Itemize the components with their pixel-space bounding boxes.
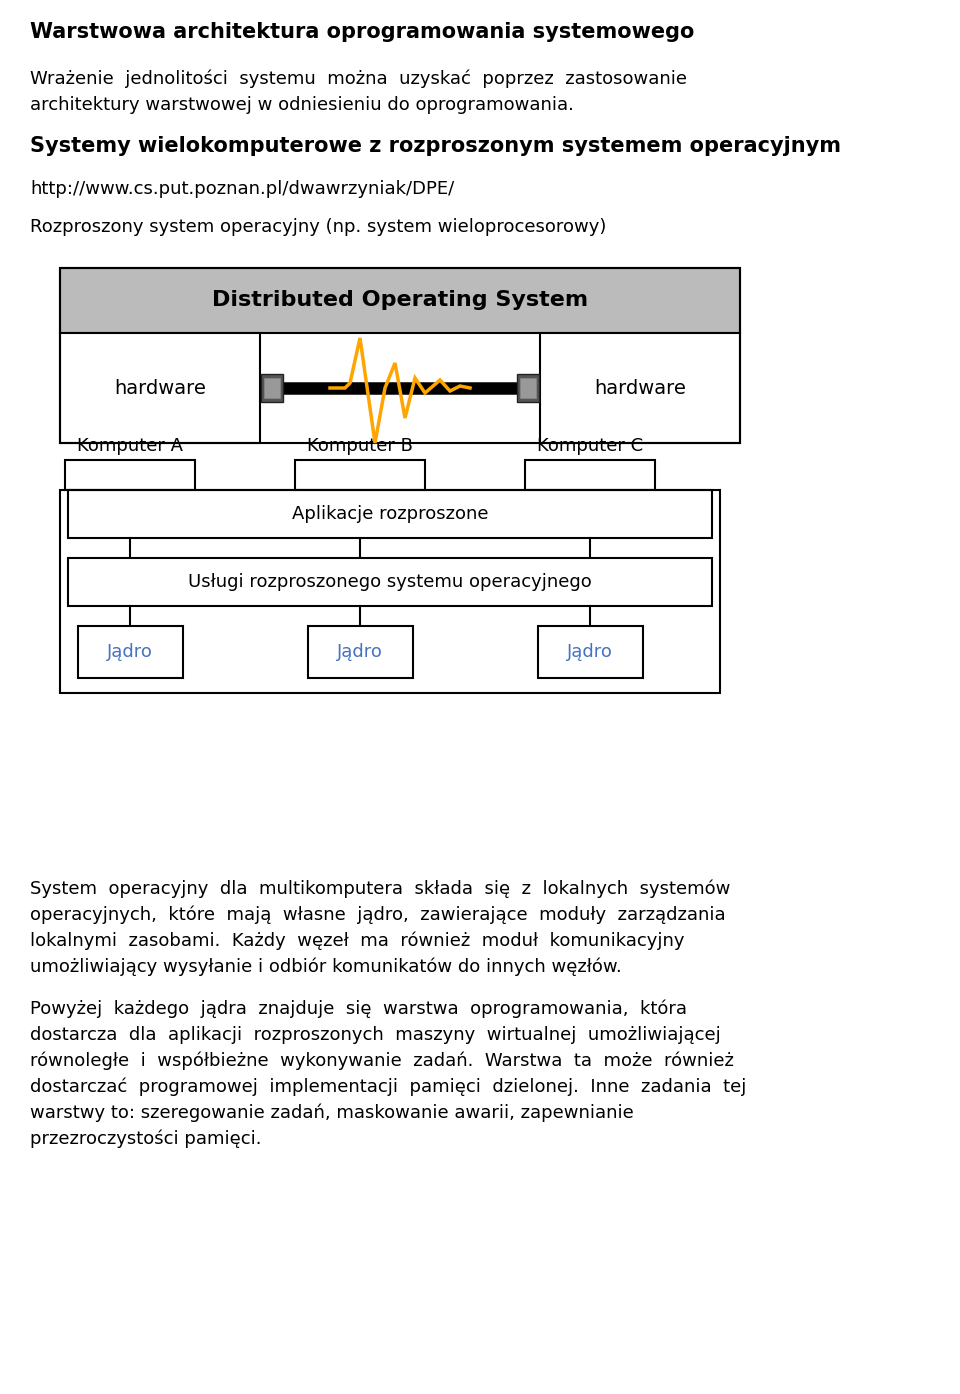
Bar	[68, 491, 712, 538]
Bar	[261, 374, 283, 401]
Bar	[307, 626, 413, 677]
Bar	[538, 626, 642, 677]
Bar	[68, 558, 712, 606]
Bar	[520, 378, 536, 399]
Text: lokalnymi  zasobami.  Każdy  węzeł  ma  również  moduł  komunikacyjny: lokalnymi zasobami. Każdy węzeł ma równi…	[30, 933, 684, 951]
Bar	[60, 333, 260, 443]
Bar	[295, 460, 425, 491]
Bar	[517, 374, 539, 401]
Text: dostarczać  programowej  implementacji  pamięci  dzielonej.  Inne  zadania  tej: dostarczać programowej implementacji pam…	[30, 1078, 746, 1097]
Text: dostarcza  dla  aplikacji  rozproszonych  maszyny  wirtualnej  umożliwiającej: dostarcza dla aplikacji rozproszonych ma…	[30, 1026, 721, 1044]
Text: Systemy wielokomputerowe z rozproszonym systemem operacyjnym: Systemy wielokomputerowe z rozproszonym …	[30, 137, 841, 156]
Text: warstwy to: szeregowanie zadań, maskowanie awarii, zapewnianie: warstwy to: szeregowanie zadań, maskowan…	[30, 1104, 634, 1122]
Text: równoległe  i  współbieżne  wykonywanie  zadań.  Warstwa  ta  może  również: równoległe i współbieżne wykonywanie zad…	[30, 1052, 733, 1071]
Bar	[525, 460, 655, 491]
Text: Warstwowa architektura oprogramowania systemowego: Warstwowa architektura oprogramowania sy…	[30, 22, 694, 42]
Text: architektury warstwowej w odniesieniu do oprogramowania.: architektury warstwowej w odniesieniu do…	[30, 96, 574, 114]
Text: Usługi rozproszonego systemu operacyjnego: Usługi rozproszonego systemu operacyjneg…	[188, 573, 592, 591]
Text: przezroczystości pamięci.: przezroczystości pamięci.	[30, 1131, 261, 1149]
Text: hardware: hardware	[114, 379, 206, 397]
Bar	[60, 268, 740, 333]
Text: Jądro: Jądro	[567, 643, 612, 661]
Text: Wrażenie  jednolitości  systemu  można  uzyskać  poprzez  zastosowanie: Wrażenie jednolitości systemu można uzys…	[30, 70, 687, 88]
Text: hardware: hardware	[594, 379, 686, 397]
Bar	[540, 333, 740, 443]
Text: Jądro: Jądro	[337, 643, 383, 661]
Text: Aplikacje rozproszone: Aplikacje rozproszone	[292, 505, 489, 523]
Text: operacyjnych,  które  mają  własne  jądro,  zawierające  moduły  zarządzania: operacyjnych, które mają własne jądro, z…	[30, 906, 726, 924]
Text: umożliwiający wysyłanie i odbiór komunikatów do innych węzłów.: umożliwiający wysyłanie i odbiór komunik…	[30, 958, 622, 977]
Bar	[65, 460, 195, 491]
Bar	[264, 378, 280, 399]
Bar	[78, 626, 182, 677]
Text: Distributed Operating System: Distributed Operating System	[212, 290, 588, 311]
Text: http://www.cs.put.poznan.pl/dwawrzyniak/DPE/: http://www.cs.put.poznan.pl/dwawrzyniak/…	[30, 180, 454, 198]
Text: Powyżej  każdego  jądra  znajduje  się  warstwa  oprogramowania,  która: Powyżej każdego jądra znajduje się warst…	[30, 999, 687, 1019]
Text: Komputer B: Komputer B	[307, 436, 413, 454]
Text: Jądro: Jądro	[108, 643, 153, 661]
Bar	[60, 491, 720, 693]
Text: Komputer A: Komputer A	[77, 436, 183, 454]
Text: System  operacyjny  dla  multikomputera  składa  się  z  lokalnych  systemów: System operacyjny dla multikomputera skł…	[30, 880, 731, 899]
Text: Rozproszony system operacyjny (np. system wieloprocesorowy): Rozproszony system operacyjny (np. syste…	[30, 217, 607, 236]
Bar	[60, 268, 740, 443]
Text: Komputer C: Komputer C	[537, 436, 643, 454]
